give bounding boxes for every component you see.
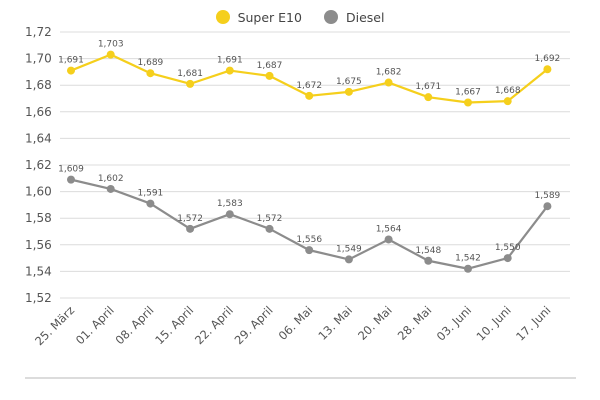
data-point-super-e10: [384, 78, 393, 87]
data-point-super-e10: [503, 97, 512, 106]
data-label-diesel: 1,572: [177, 214, 203, 224]
data-label-diesel: 1,549: [336, 244, 362, 254]
x-tick-label: 25. März: [32, 303, 77, 348]
y-tick-label: 1,64: [25, 131, 52, 145]
y-tick-label: 1,60: [25, 185, 52, 199]
data-point-super-e10: [464, 98, 472, 107]
x-tick-label: 17. Juni: [513, 303, 553, 343]
data-point-diesel: [106, 184, 115, 193]
y-tick-label: 1,70: [25, 52, 52, 66]
data-label-diesel: 1,589: [535, 191, 561, 201]
data-label-super-e10: 1,687: [257, 61, 283, 71]
data-label-diesel: 1,591: [138, 189, 164, 199]
data-point-diesel: [265, 224, 274, 233]
data-point-diesel: [543, 202, 552, 211]
y-tick-label: 1,68: [25, 78, 52, 92]
data-point-super-e10: [67, 66, 75, 75]
y-tick-label: 1,62: [25, 158, 52, 172]
data-label-super-e10: 1,691: [58, 56, 84, 66]
x-tick-label: 08. April: [113, 303, 157, 347]
data-label-diesel: 1,550: [495, 243, 521, 253]
y-tick-label: 1,72: [25, 25, 52, 39]
data-label-diesel: 1,564: [376, 224, 402, 234]
legend-item-diesel: Diesel: [323, 9, 385, 25]
legend-marker-diesel: [323, 10, 338, 24]
data-point-diesel: [225, 210, 234, 219]
legend-marker-super-e10: [215, 10, 230, 24]
data-point-diesel: [503, 254, 512, 263]
grid-layer: [60, 31, 570, 299]
data-point-diesel: [67, 175, 75, 184]
data-point-super-e10: [146, 69, 155, 78]
x-tick-label: 22. April: [192, 303, 236, 347]
data-point-super-e10: [344, 87, 353, 96]
data-label-diesel: 1,556: [296, 235, 322, 245]
x-tick-label: 06. Mai: [276, 303, 316, 343]
series-layer: 1,691 1,703 1,689 1,681 1,691 1,687 1,672 1,675…: [58, 40, 561, 273]
data-label-super-e10: 1,672: [296, 81, 322, 91]
legend-item-super-e10: Super E10: [215, 9, 302, 25]
data-point-diesel: [186, 224, 195, 233]
data-point-super-e10: [305, 91, 314, 100]
data-point-super-e10: [225, 66, 234, 75]
data-label-super-e10: 1,671: [415, 82, 441, 92]
data-label-super-e10: 1,703: [98, 40, 124, 50]
legend-label-diesel: Diesel: [345, 9, 385, 25]
x-tick-label: 10. Juni: [473, 303, 513, 343]
y-tick-label: 1,52: [25, 291, 52, 305]
data-label-diesel: 1,542: [455, 254, 481, 264]
data-label-super-e10: 1,675: [336, 77, 362, 87]
y-tick-label: 1,58: [25, 211, 52, 225]
data-label-super-e10: 1,682: [376, 68, 402, 78]
data-point-super-e10: [543, 65, 552, 74]
data-point-diesel: [344, 255, 353, 264]
x-tick-label: 20. Mai: [355, 303, 395, 343]
x-tick-label: 03. Juni: [434, 303, 474, 343]
x-tick-label: 28. Mai: [395, 303, 435, 343]
data-point-super-e10: [186, 79, 195, 88]
data-label-diesel: 1,548: [415, 246, 441, 256]
data-point-super-e10: [424, 93, 433, 102]
data-label-diesel: 1,572: [257, 214, 283, 224]
data-point-diesel: [464, 264, 472, 273]
data-label-diesel: 1,583: [217, 199, 243, 209]
y-tick-label: 1,56: [25, 238, 52, 252]
data-point-diesel: [305, 246, 314, 255]
data-label-super-e10: 1,667: [455, 87, 481, 97]
chart-legend: Super E10 Diesel: [0, 6, 600, 28]
y-tick-label: 1,66: [25, 105, 52, 119]
x-tick-label: 13. Mai: [315, 303, 355, 343]
data-point-diesel: [146, 199, 155, 208]
data-label-super-e10: 1,692: [535, 54, 561, 64]
x-tick-label: 15. April: [152, 303, 196, 347]
y-tick-label: 1,54: [25, 264, 52, 278]
data-point-super-e10: [106, 50, 115, 59]
data-point-diesel: [384, 235, 393, 244]
legend-label-super-e10: Super E10: [237, 9, 302, 25]
data-label-super-e10: 1,689: [138, 58, 164, 68]
data-label-diesel: 1,609: [58, 165, 84, 175]
data-point-diesel: [424, 256, 433, 265]
y-axis-ticks: 1,52 1,54 1,56 1,58 1,60 1,62 1,64 1,66 1,68 1,70…: [25, 25, 52, 305]
x-tick-label: 01. April: [73, 303, 117, 347]
data-label-super-e10: 1,668: [495, 86, 521, 96]
data-point-super-e10: [265, 71, 274, 80]
data-label-super-e10: 1,691: [217, 56, 243, 66]
data-label-diesel: 1,602: [98, 174, 124, 184]
data-label-super-e10: 1,681: [177, 69, 203, 79]
x-tick-label: 29. April: [232, 303, 276, 347]
